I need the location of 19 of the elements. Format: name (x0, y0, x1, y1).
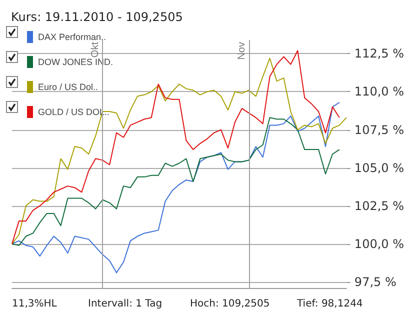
text: Hoch: 109,2505 (190, 298, 270, 310)
y-tick-label: 110,0 % (354, 84, 404, 99)
y-tick-label: 102,5 % (354, 198, 404, 213)
text: 11,3%HL (12, 298, 58, 310)
y-tick-label: 105,0 % (354, 160, 404, 175)
annotation: Nov (236, 42, 248, 60)
y-tick-label: 97,5 % (354, 274, 396, 289)
legend-label: Euro / US Dol.. (38, 82, 98, 92)
annotation: Okt (90, 42, 102, 58)
line-series (12, 117, 340, 246)
text: Tief: 98,1244 (296, 298, 363, 310)
text: Intervall: 1 Tag (88, 298, 162, 310)
legend-label: DAX Performan.. (38, 32, 106, 42)
y-tick-label: 107,5 % (354, 122, 404, 137)
y-tick-label: 100,0 % (354, 236, 404, 251)
y-tick-label: 112,5 % (354, 46, 404, 61)
chart-title: Kurs: 19.11.2010 - 109,2505 (11, 10, 183, 24)
line-series (12, 102, 340, 274)
legend-label: GOLD / US DOL.. (38, 107, 110, 117)
